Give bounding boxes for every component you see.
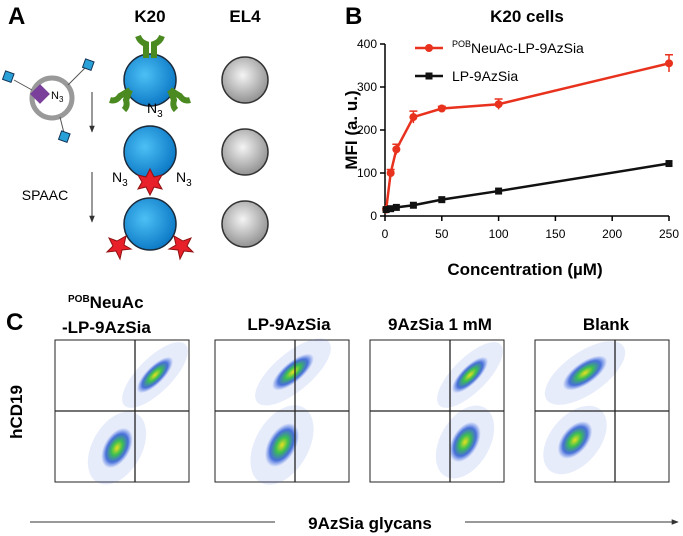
legend-marker [425, 44, 433, 52]
column-label: K20 [134, 7, 165, 26]
title-text: NeuAc [90, 293, 144, 312]
data-point [392, 203, 400, 211]
y-tick-label: 0 [370, 209, 377, 223]
k20-cells [105, 34, 195, 261]
title-superscript: POB [68, 294, 90, 305]
panel-label: B [345, 3, 362, 30]
cell-density [451, 356, 489, 394]
azide-sub: 3 [59, 95, 64, 104]
x-tick-label: 200 [602, 227, 622, 241]
cell-density [562, 355, 608, 391]
x-axis-label: 9AzSia glycans [308, 514, 432, 533]
legend-text: NeuAc-LP-9AzSia [471, 40, 584, 56]
data-point [438, 196, 446, 204]
y-tick-label: 400 [357, 37, 377, 51]
line-chart: K20 cells 0 100 200 300 400 0 50 100 150 200 250 MFI… [342, 7, 679, 279]
azide-sub: 3 [122, 178, 128, 189]
y-tick-label: 200 [357, 123, 377, 137]
plot-title: POBNeuAc [68, 293, 144, 312]
legend-text: LP-9AzSia [452, 68, 518, 84]
x-tick-label: 250 [659, 227, 679, 241]
cell-density [264, 423, 300, 467]
cell-density [449, 421, 481, 463]
plot-title: LP-9AzSia [247, 315, 331, 334]
x-axis-label: Concentration (µM) [447, 260, 602, 279]
chart-title: K20 cells [490, 7, 564, 26]
data-point [409, 201, 417, 209]
legend-label: POBNeuAc-LP-9AzSia [452, 39, 584, 56]
panel-label: A [8, 3, 25, 30]
data-point [665, 59, 673, 68]
azide-n: N [176, 169, 186, 185]
azide-sub: 3 [157, 109, 163, 120]
data-point [495, 187, 503, 195]
el4-cells [221, 56, 269, 248]
legend-label: LP-9AzSia [452, 68, 518, 84]
azide-label: N3 [112, 169, 128, 189]
data-point [382, 206, 390, 214]
azide-n: N [112, 169, 122, 185]
x-tick-label: 0 [382, 227, 389, 241]
panel-label: C [6, 309, 23, 336]
molecule: N3 [1, 58, 95, 144]
plot-title: -LP-9AzSia [62, 318, 151, 337]
data-point [387, 205, 395, 213]
x-tick-label: 50 [435, 227, 449, 241]
step-label: SPAAC [22, 187, 68, 203]
plot-title: Blank [583, 315, 630, 334]
flow-plots [54, 338, 670, 485]
data-point [386, 169, 395, 177]
azide-n: N [51, 90, 59, 102]
cell-density [101, 427, 133, 469]
azide-label: N3 [147, 100, 163, 120]
data-point [437, 104, 446, 113]
column-label: EL4 [229, 7, 261, 26]
y-axis-label: MFI (a. u.) [342, 90, 361, 169]
legend-superscript: POB [452, 39, 471, 49]
data-point [392, 145, 401, 154]
data-point [494, 100, 503, 109]
azide-sub: 3 [186, 178, 192, 189]
plot-title: 9AzSia 1 mM [388, 315, 492, 334]
azide-label: N3 [176, 169, 192, 189]
y-tick-label: 300 [357, 80, 377, 94]
legend-marker [425, 72, 433, 80]
y-axis-label: hCD19 [7, 385, 26, 439]
y-tick-label: 100 [357, 166, 377, 180]
label-background [275, 510, 465, 534]
series-line [385, 162, 670, 211]
data-point [409, 113, 418, 122]
cell-density [272, 353, 314, 391]
cell-density [557, 421, 593, 459]
azide-label: N3 [51, 90, 64, 104]
data-point [665, 160, 673, 168]
cell-density [136, 356, 174, 394]
x-tick-label: 100 [489, 227, 509, 241]
azide-n: N [147, 100, 157, 116]
x-tick-label: 150 [545, 227, 565, 241]
